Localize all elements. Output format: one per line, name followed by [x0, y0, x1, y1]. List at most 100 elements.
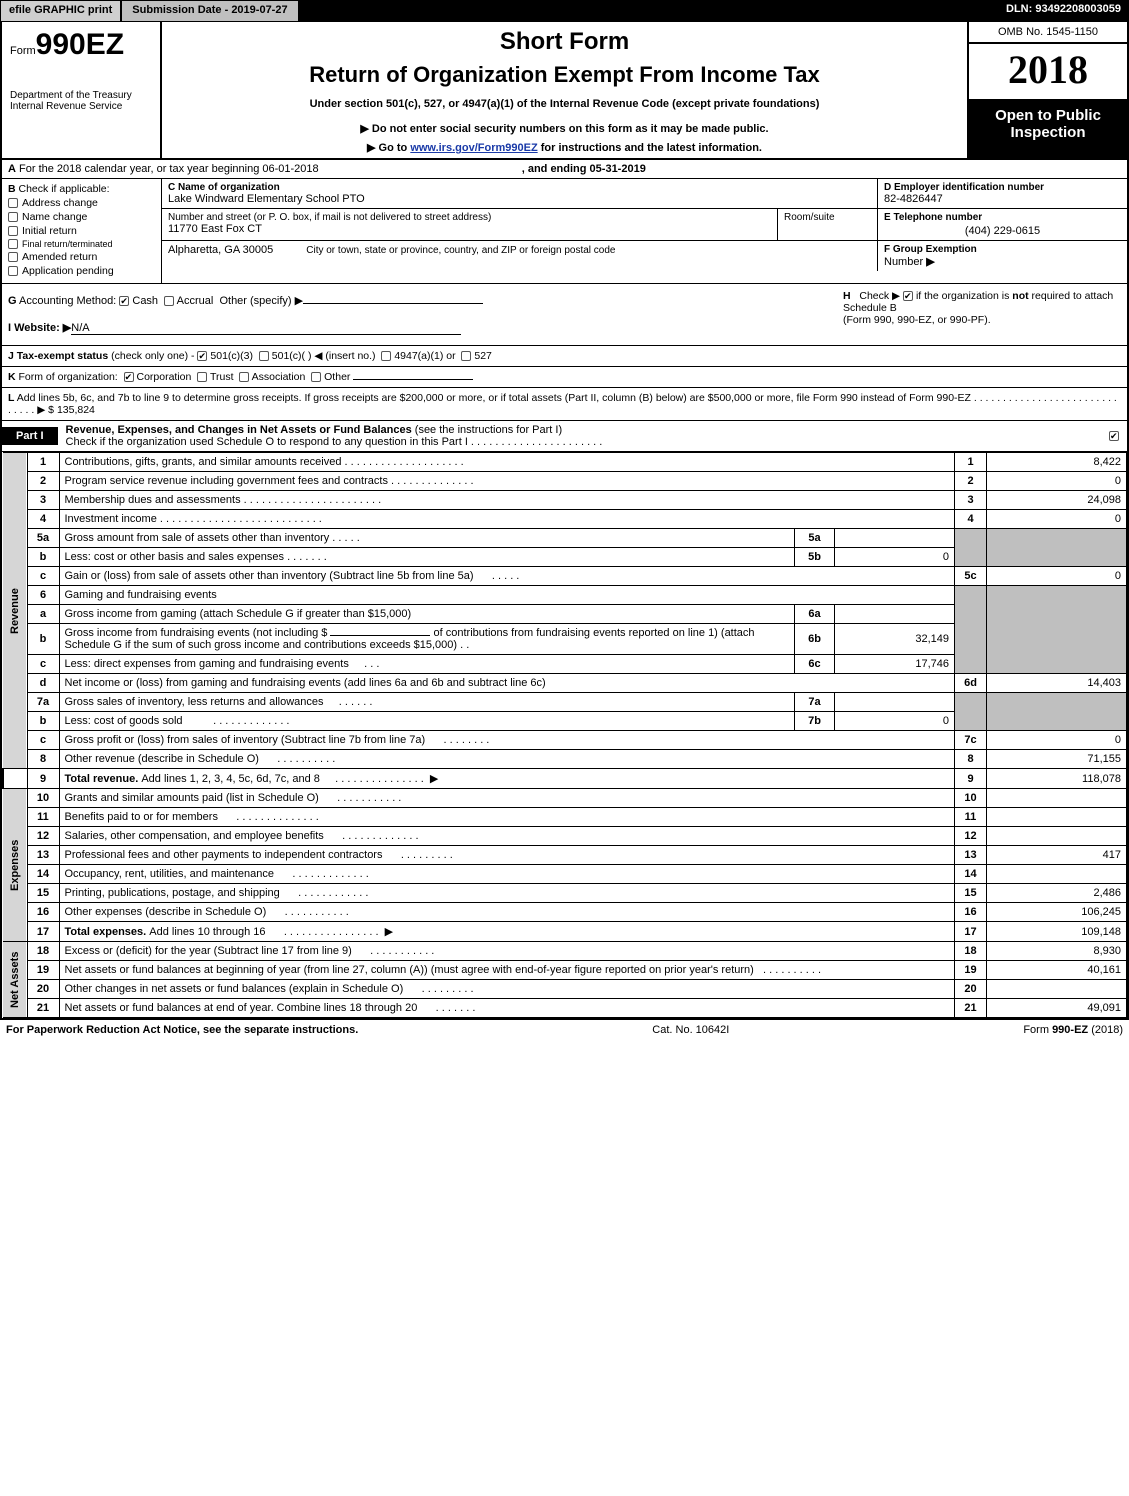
desc-11: Benefits paid to or for members . . . . …	[59, 808, 955, 827]
val-5c: 0	[987, 567, 1127, 586]
desc-7b-text: Less: cost of goods sold	[65, 715, 183, 727]
val-1: 8,422	[987, 453, 1127, 472]
cb-527[interactable]	[461, 351, 471, 361]
other-specify-line[interactable]	[303, 303, 483, 304]
l-amount: 135,824	[57, 404, 95, 416]
lbl-corp: Corporation	[137, 371, 192, 383]
section-j: J Tax-exempt status (check only one) - 5…	[2, 346, 1127, 367]
irs-link[interactable]: www.irs.gov/Form990EZ	[410, 142, 537, 154]
ln-2: 2	[27, 472, 59, 491]
cb-name-change[interactable]	[8, 212, 18, 222]
grey-5ab	[955, 529, 987, 567]
cb-4947[interactable]	[381, 351, 391, 361]
val-9: 118,078	[987, 769, 1127, 789]
cb-address-change[interactable]	[8, 198, 18, 208]
h-if: if the organization is	[916, 290, 1012, 302]
val-14	[987, 865, 1127, 884]
val-2: 0	[987, 472, 1127, 491]
donot-note: ▶ Do not enter social security numbers o…	[170, 122, 959, 135]
sub-6c: 6c	[795, 655, 835, 674]
goto-note: ▶ Go to www.irs.gov/Form990EZ for instru…	[170, 141, 959, 154]
room-box: Room/suite	[777, 209, 877, 240]
efile-print-button[interactable]: efile GRAPHIC print	[0, 0, 121, 22]
ln-6: 6	[27, 586, 59, 605]
form-word: Form	[1023, 1024, 1052, 1036]
sub-7b: 7b	[795, 712, 835, 731]
desc-1-text: Contributions, gifts, grants, and simila…	[65, 456, 342, 468]
tax-year: 2018	[969, 44, 1127, 101]
other-line[interactable]	[353, 379, 473, 380]
num-3: 3	[955, 491, 987, 510]
c-label: C Name of organization	[168, 182, 871, 193]
num-6d: 6d	[955, 674, 987, 693]
ln-12: 12	[27, 827, 59, 846]
desc-7c: Gross profit or (loss) from sales of inv…	[59, 731, 955, 750]
desc-17-text: Add lines 10 through 16	[149, 926, 265, 938]
e-label: E Telephone number	[884, 212, 1121, 223]
desc-13: Professional fees and other payments to …	[59, 846, 955, 865]
ln-7c: c	[27, 731, 59, 750]
num-11: 11	[955, 808, 987, 827]
cb-initial-return[interactable]	[8, 226, 18, 236]
lines-table: Revenue 1 Contributions, gifts, grants, …	[2, 452, 1127, 1018]
section-gh: G Accounting Method: Cash Accrual Other …	[2, 284, 1127, 346]
header-right: OMB No. 1545-1150 2018 Open to Public In…	[967, 22, 1127, 158]
subval-6c: 17,746	[835, 655, 955, 674]
ln-14: 14	[27, 865, 59, 884]
form-year: (2018)	[1088, 1024, 1123, 1036]
desc-6b-text: Gross income from fundraising events (no…	[65, 627, 331, 639]
val-3: 24,098	[987, 491, 1127, 510]
desc-6a: Gross income from gaming (attach Schedul…	[59, 605, 795, 624]
cat-no: Cat. No. 10642I	[652, 1024, 729, 1036]
part1-label: Part I	[2, 427, 58, 445]
ln-1: 1	[27, 453, 59, 472]
org-name: Lake Windward Elementary School PTO	[168, 193, 871, 205]
desc-7a-text: Gross sales of inventory, less returns a…	[65, 696, 324, 708]
desc-1: Contributions, gifts, grants, and simila…	[59, 453, 955, 472]
desc-9-bold: Total revenue.	[65, 773, 142, 785]
omb-number: OMB No. 1545-1150	[969, 22, 1127, 44]
dln: DLN: 93492208003059	[998, 0, 1129, 22]
cb-501c[interactable]	[259, 351, 269, 361]
lbl-other-specify: Other (specify) ▶	[219, 295, 303, 307]
l-arrow: ▶ $	[37, 404, 57, 416]
cb-accrual[interactable]	[164, 296, 174, 306]
cb-part1[interactable]	[1109, 431, 1119, 441]
cb-final-return[interactable]	[8, 239, 18, 249]
ln-5a: 5a	[27, 529, 59, 548]
desc-17: Total expenses. Add lines 10 through 16 …	[59, 922, 955, 942]
lbl-amended: Amended return	[22, 251, 97, 263]
cb-amended[interactable]	[8, 252, 18, 262]
num-8: 8	[955, 750, 987, 769]
lbl-cash: Cash	[132, 295, 158, 307]
cb-501c3[interactable]	[197, 351, 207, 361]
num-12: 12	[955, 827, 987, 846]
num-4: 4	[955, 510, 987, 529]
val-11	[987, 808, 1127, 827]
cb-trust[interactable]	[197, 372, 207, 382]
desc-20: Other changes in net assets or fund bala…	[59, 980, 955, 999]
cb-h[interactable]	[903, 291, 913, 301]
subval-6a	[835, 605, 955, 624]
desc-12: Salaries, other compensation, and employ…	[59, 827, 955, 846]
val-4: 0	[987, 510, 1127, 529]
lbl-accrual: Accrual	[177, 295, 214, 307]
row-a: A For the 2018 calendar year, or tax yea…	[2, 160, 1127, 179]
d-ein-box: D Employer identification number 82-4826…	[877, 179, 1127, 208]
fundraising-amount-line[interactable]	[330, 635, 430, 636]
desc-6c-text: Less: direct expenses from gaming and fu…	[65, 658, 349, 670]
goto-pre: ▶ Go to	[367, 142, 410, 154]
ln-8: 8	[27, 750, 59, 769]
num-18: 18	[955, 942, 987, 961]
cb-other[interactable]	[311, 372, 321, 382]
cb-assoc[interactable]	[239, 372, 249, 382]
i-label: I Website: ▶	[8, 322, 71, 334]
cb-pending[interactable]	[8, 266, 18, 276]
cb-cash[interactable]	[119, 296, 129, 306]
num-14: 14	[955, 865, 987, 884]
desc-5b-text: Less: cost or other basis and sales expe…	[65, 551, 285, 563]
cb-corp[interactable]	[124, 372, 134, 382]
l-text: Add lines 5b, 6c, and 7b to line 9 to de…	[14, 392, 971, 404]
num-1: 1	[955, 453, 987, 472]
ln-21: 21	[27, 999, 59, 1018]
